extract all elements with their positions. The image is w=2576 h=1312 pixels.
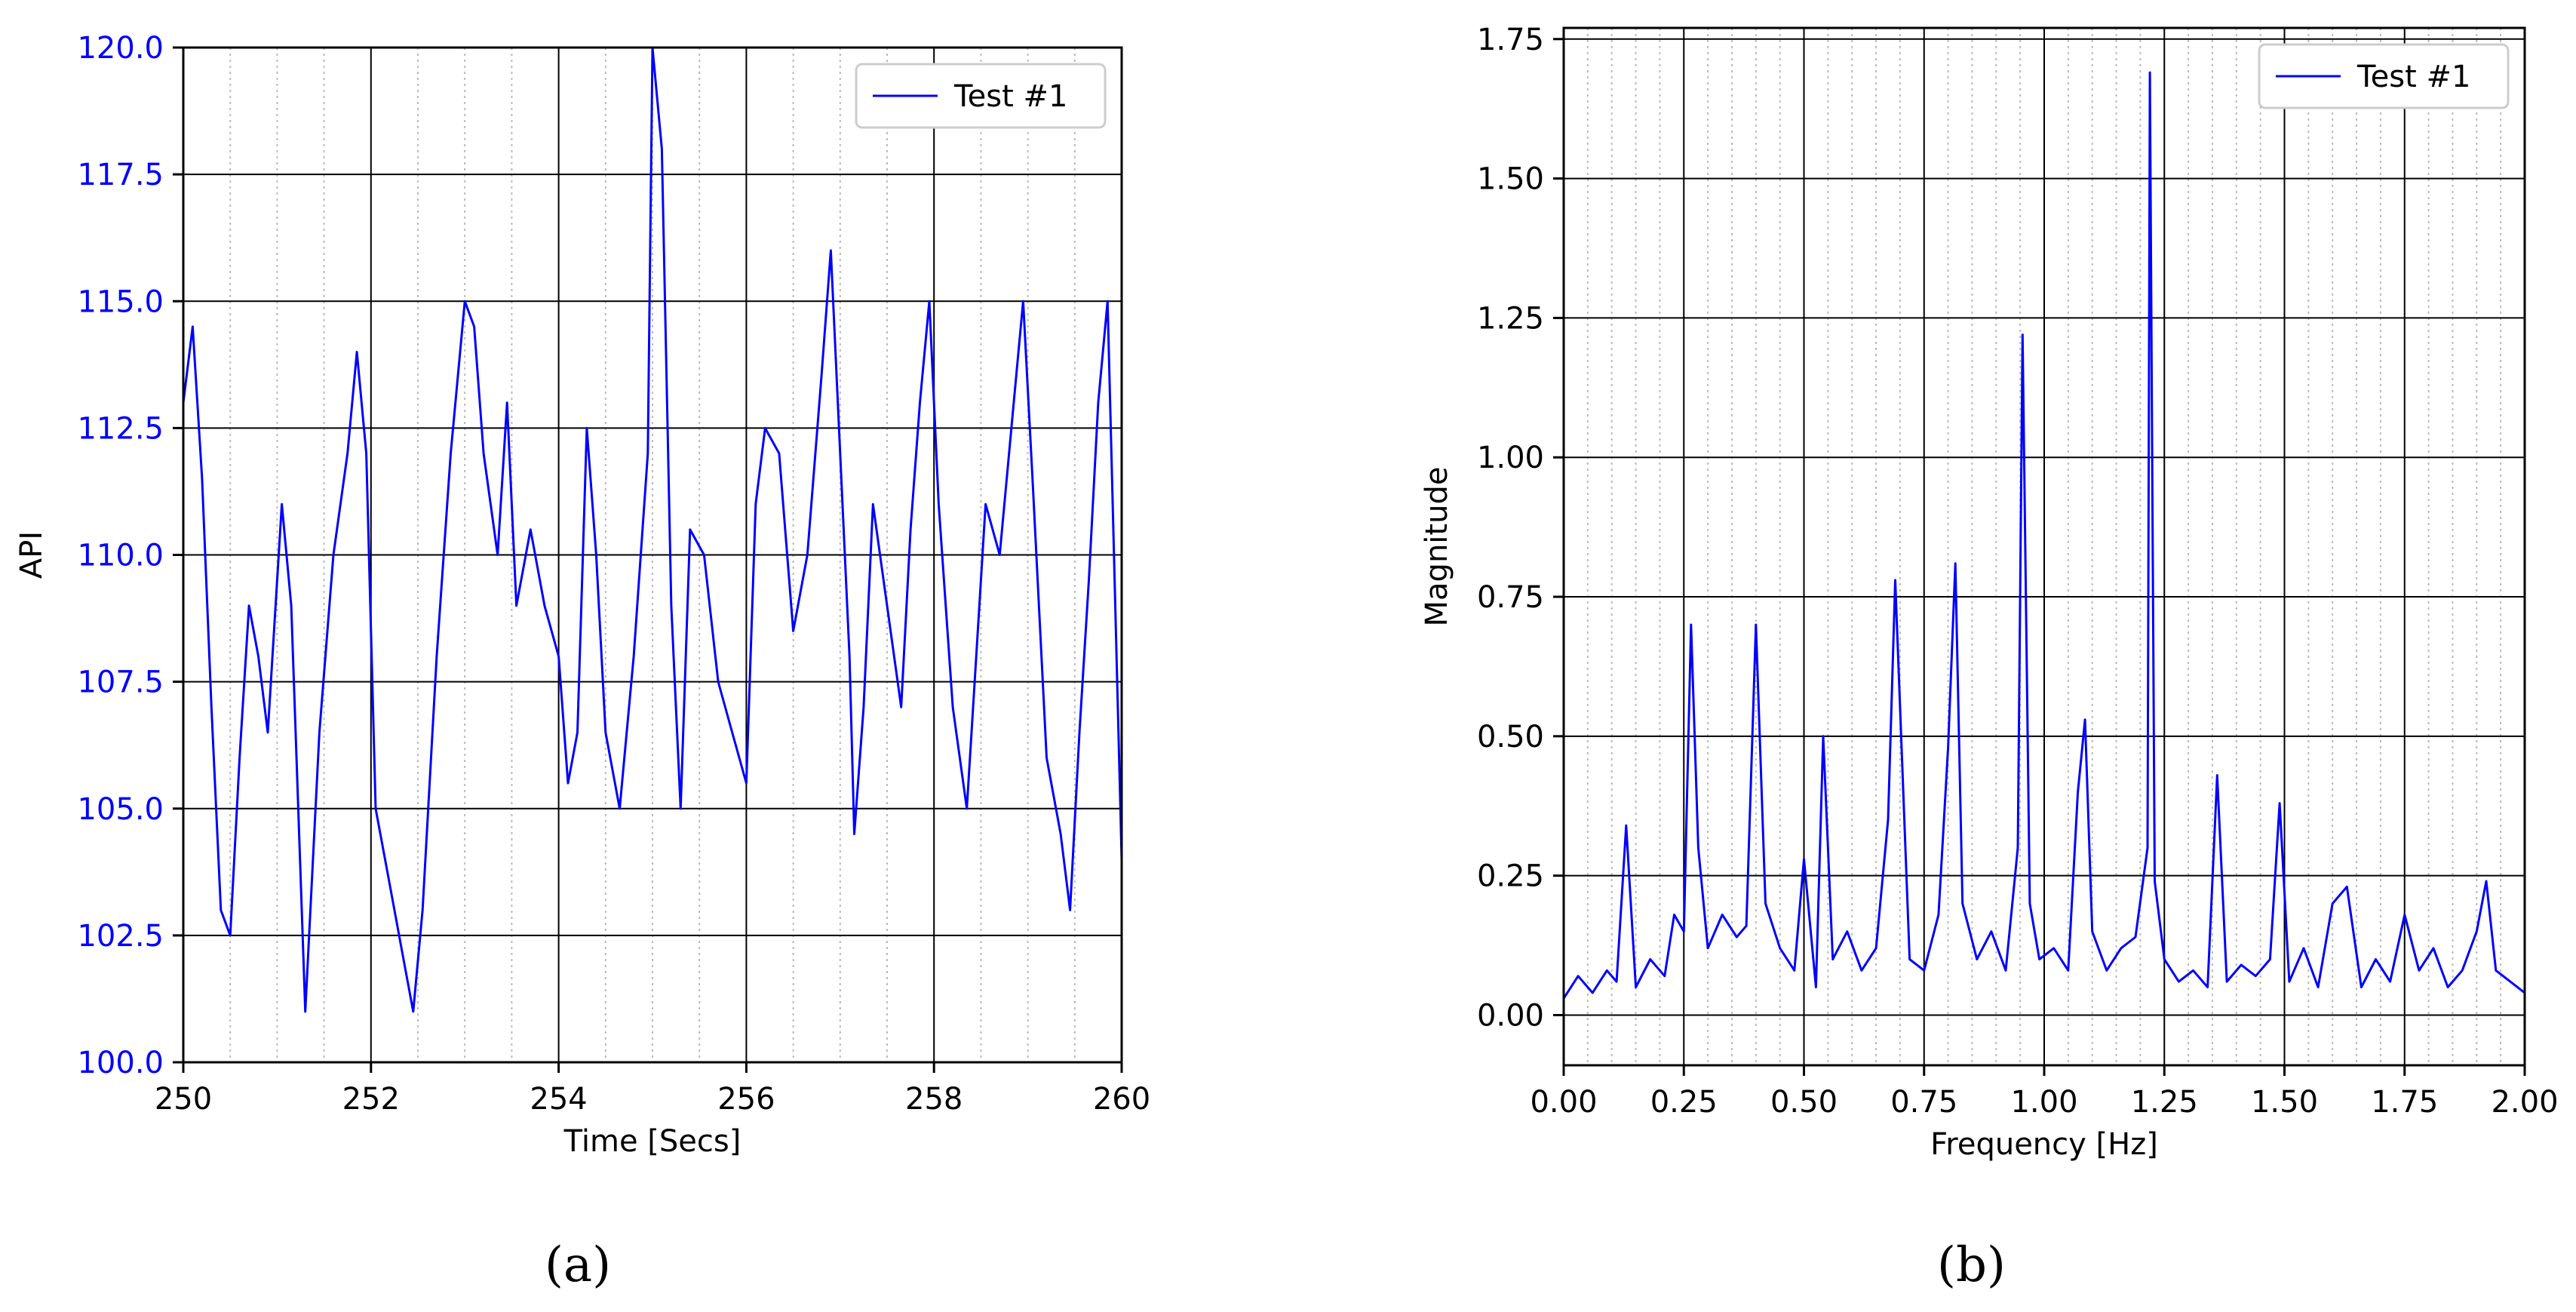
x-tick-label: 2.00 (2491, 1085, 2558, 1120)
y-tick-label: 0.75 (1477, 580, 1544, 615)
y-tick-label: 110.0 (77, 539, 164, 573)
x-tick-label: 1.50 (2251, 1085, 2318, 1120)
y-tick-label: 1.25 (1477, 301, 1544, 336)
y-tick-label: 120.0 (77, 31, 164, 66)
x-tick-label: 252 (342, 1082, 400, 1117)
y-tick-label: 100.0 (77, 1046, 164, 1080)
y-tick-label: 117.5 (77, 158, 164, 192)
y-tick-label: 0.25 (1477, 859, 1544, 894)
x-tick-label: 256 (717, 1082, 775, 1117)
y-tick-label: 107.5 (77, 665, 164, 700)
caption-a: (a) (545, 1237, 612, 1293)
x-tick-label: 0.25 (1650, 1085, 1718, 1120)
legend-label: Test #1 (2356, 60, 2470, 94)
x-tick-label: 0.75 (1890, 1085, 1957, 1120)
y-tick-label: 1.75 (1477, 23, 1544, 57)
y-tick-label: 1.50 (1477, 162, 1544, 197)
caption-b: (b) (1937, 1237, 2006, 1293)
x-tick-label: 1.25 (2131, 1085, 2198, 1120)
x-tick-label: 1.75 (2371, 1085, 2438, 1120)
x-tick-label: 0.50 (1770, 1085, 1838, 1120)
x-axis-label: Frequency [Hz] (1930, 1127, 2158, 1162)
x-tick-label: 260 (1093, 1082, 1150, 1117)
x-tick-label: 0.00 (1530, 1085, 1597, 1120)
legend-box (2258, 43, 2510, 109)
x-tick-label: 254 (530, 1082, 587, 1117)
x-axis-label: Time [Secs] (563, 1124, 741, 1159)
x-tick-label: 258 (905, 1082, 963, 1117)
y-tick-label: 0.00 (1477, 998, 1544, 1033)
x-tick-label: 1.00 (2010, 1085, 2077, 1120)
y-tick-label: 115.0 (77, 284, 164, 319)
legend-box (855, 63, 1107, 129)
y-axis-label: Magnitude (1420, 467, 1454, 627)
y-tick-label: 0.50 (1477, 720, 1544, 754)
legend-label: Test #1 (953, 79, 1067, 114)
y-tick-label: 1.00 (1477, 441, 1544, 475)
y-tick-label: 102.5 (77, 919, 164, 954)
y-tick-label: 112.5 (77, 411, 164, 446)
y-tick-label: 105.0 (77, 792, 164, 827)
x-tick-label: 250 (155, 1082, 212, 1117)
y-axis-label: API (14, 531, 49, 579)
series-line (1562, 71, 2525, 1000)
